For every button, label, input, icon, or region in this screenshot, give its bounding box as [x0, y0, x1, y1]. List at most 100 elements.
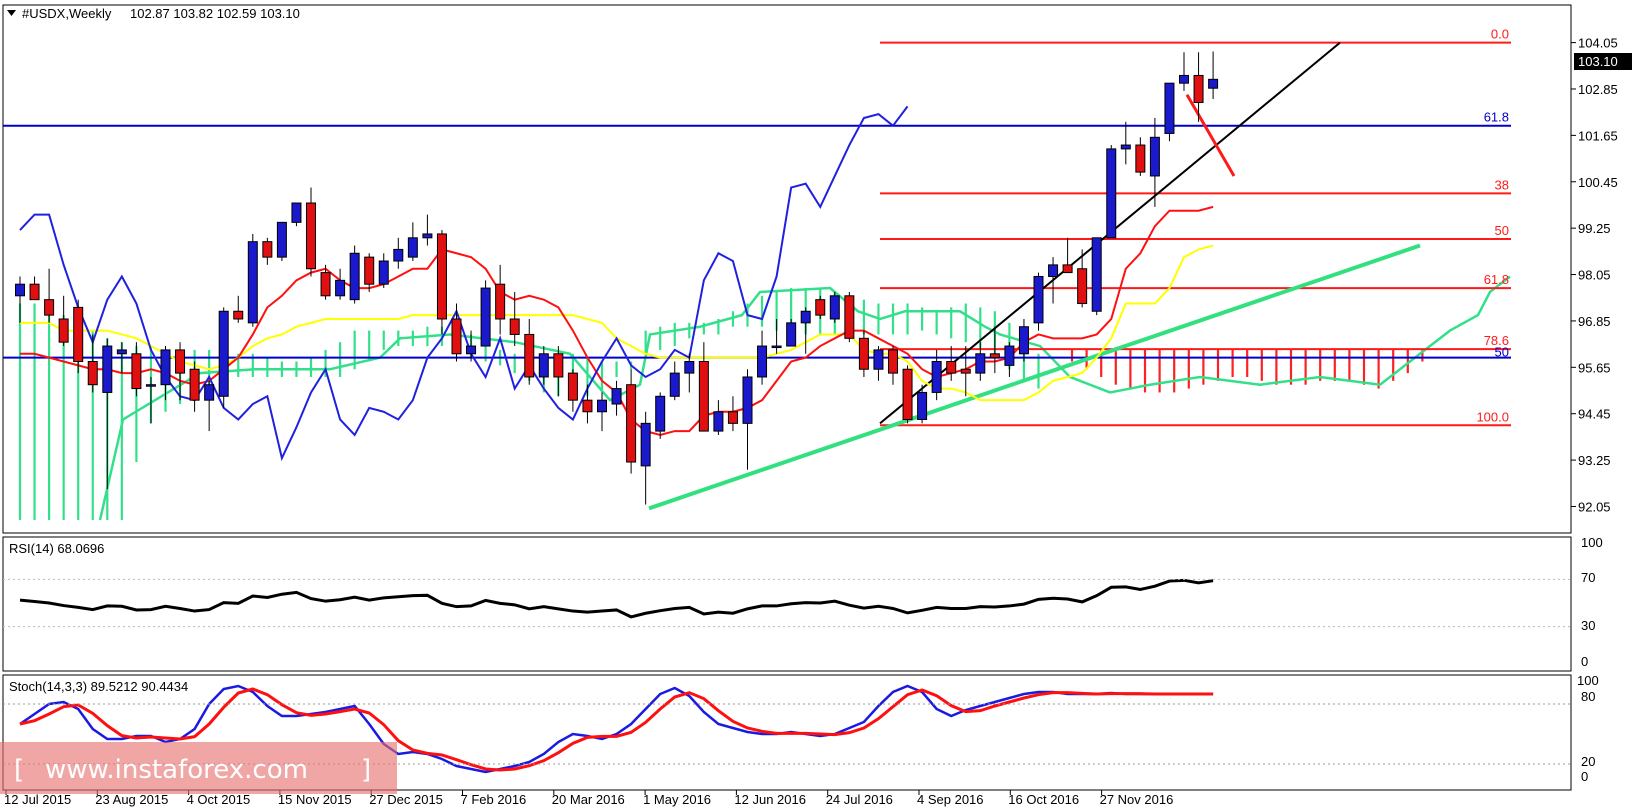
bear-candle: [451, 318, 462, 355]
bear-candle: [582, 399, 593, 413]
bear-candle: [131, 353, 142, 390]
bull-candle: [1004, 345, 1015, 366]
y-tick-label: 99.25: [1578, 221, 1611, 236]
x-tick-label: 16 Oct 2016: [1008, 792, 1079, 807]
bull-candle: [291, 202, 302, 223]
bear-candle: [495, 283, 506, 320]
y-tick-label: 92.05: [1578, 499, 1611, 514]
y-tick-label: 98.05: [1578, 268, 1611, 283]
bull-candle: [1164, 82, 1175, 134]
bull-candle: [247, 241, 258, 324]
bear-candle: [989, 353, 1000, 359]
stoch-tick-80: 80: [1581, 689, 1595, 704]
bear-candle: [902, 368, 913, 420]
bull-candle: [975, 353, 986, 374]
bull-candle: [669, 372, 680, 397]
y-tick-label: 94.45: [1578, 407, 1611, 422]
rsi-tick-100: 100: [1581, 535, 1603, 550]
bear-candle: [946, 361, 957, 374]
senkou-span-line: [98, 275, 1511, 521]
watermark-box: [0, 742, 397, 794]
bear-candle: [58, 318, 69, 343]
bull-candle: [1018, 326, 1029, 355]
bear-candle: [727, 411, 738, 424]
bull-candle: [276, 221, 287, 258]
rsi-line: [19, 578, 1214, 619]
bull-candle: [349, 252, 360, 301]
bear-candle: [1193, 74, 1204, 104]
bull-candle: [611, 388, 622, 405]
y-tick-label: 100.45: [1578, 175, 1618, 190]
bear-candle: [1077, 268, 1088, 305]
bull-candle: [742, 376, 753, 424]
bull-candle: [713, 411, 724, 432]
x-tick-label: 4 Oct 2015: [187, 792, 251, 807]
x-tick-label: 12 Jul 2015: [4, 792, 71, 807]
bull-candle: [1120, 144, 1131, 150]
y-tick-label: 93.25: [1578, 453, 1611, 468]
rsi-tick-30: 30: [1581, 618, 1595, 633]
rsi-tick-70: 70: [1581, 570, 1595, 585]
fib-level-label: 50: [1495, 223, 1509, 238]
bear-candle: [626, 384, 637, 463]
stoch-tick-20: 20: [1581, 754, 1595, 769]
last-price-label: 103.10: [1578, 54, 1618, 69]
bear-candle: [262, 241, 273, 258]
bear-candle: [1062, 264, 1073, 274]
bull-candle: [15, 283, 25, 297]
x-tick-label: 20 Mar 2016: [552, 792, 625, 807]
dropdown-arrow-icon[interactable]: [7, 10, 16, 16]
fib-level-label: 38: [1495, 177, 1509, 192]
bull-candle: [204, 384, 215, 401]
stoch-k-line: [19, 684, 1214, 774]
bull-candle: [145, 384, 156, 387]
fib-level-label: 100.0: [1476, 409, 1509, 424]
last-price-tag: [1574, 53, 1632, 70]
green-trendline: [648, 243, 1421, 511]
bull-candle: [786, 322, 797, 347]
bull-candle: [873, 349, 884, 370]
bull-candle: [1033, 275, 1044, 324]
stoch-tick-100: 100: [1577, 673, 1599, 688]
x-tick-label: 24 Jul 2016: [826, 792, 893, 807]
bear-candle: [960, 368, 971, 374]
bull-candle: [931, 361, 942, 393]
ohlc-label: 102.87 103.82 102.59 103.10: [130, 6, 300, 21]
bear-candle: [73, 306, 84, 363]
blue-level-label: 61.8: [1484, 110, 1509, 125]
bull-candle: [407, 237, 418, 258]
bear-candle: [567, 372, 578, 401]
x-tick-label: 27 Nov 2016: [1100, 792, 1174, 807]
bull-candle: [684, 361, 695, 374]
bull-candle: [640, 422, 651, 467]
bear-candle: [364, 256, 375, 285]
bear-candle: [1135, 144, 1146, 173]
bull-candle: [116, 349, 127, 355]
stoch-label: Stoch(14,3,3) 89.5212 90.4434: [9, 679, 188, 694]
red-projection-arrow: [1185, 94, 1236, 177]
bear-candle: [524, 333, 535, 378]
bull-candle: [1048, 264, 1059, 277]
bear-candle: [553, 353, 564, 378]
y-tick-label: 102.85: [1578, 82, 1618, 97]
bull-candle: [800, 310, 811, 324]
bear-candle: [815, 299, 826, 316]
x-tick-label: 23 Aug 2015: [95, 792, 168, 807]
bear-candle: [189, 368, 200, 401]
watermark-text: www.instaforex.com: [45, 755, 308, 785]
bull-candle: [160, 349, 171, 386]
bear-candle: [844, 295, 855, 339]
bull-candle: [1179, 74, 1189, 84]
watermark-bracket-right: ]: [361, 755, 371, 785]
bull-candle: [1208, 78, 1219, 89]
bull-candle: [335, 279, 346, 297]
y-tick-label: 104.05: [1578, 36, 1618, 51]
bear-candle: [320, 272, 331, 297]
bear-candle: [233, 310, 244, 320]
bull-candle: [757, 345, 768, 378]
bull-candle: [597, 399, 607, 413]
y-tick-label: 96.85: [1578, 314, 1611, 329]
rsi-tick-0: 0: [1581, 654, 1588, 669]
bull-candle: [829, 295, 840, 320]
fib-level-label: 0.0: [1491, 27, 1509, 42]
